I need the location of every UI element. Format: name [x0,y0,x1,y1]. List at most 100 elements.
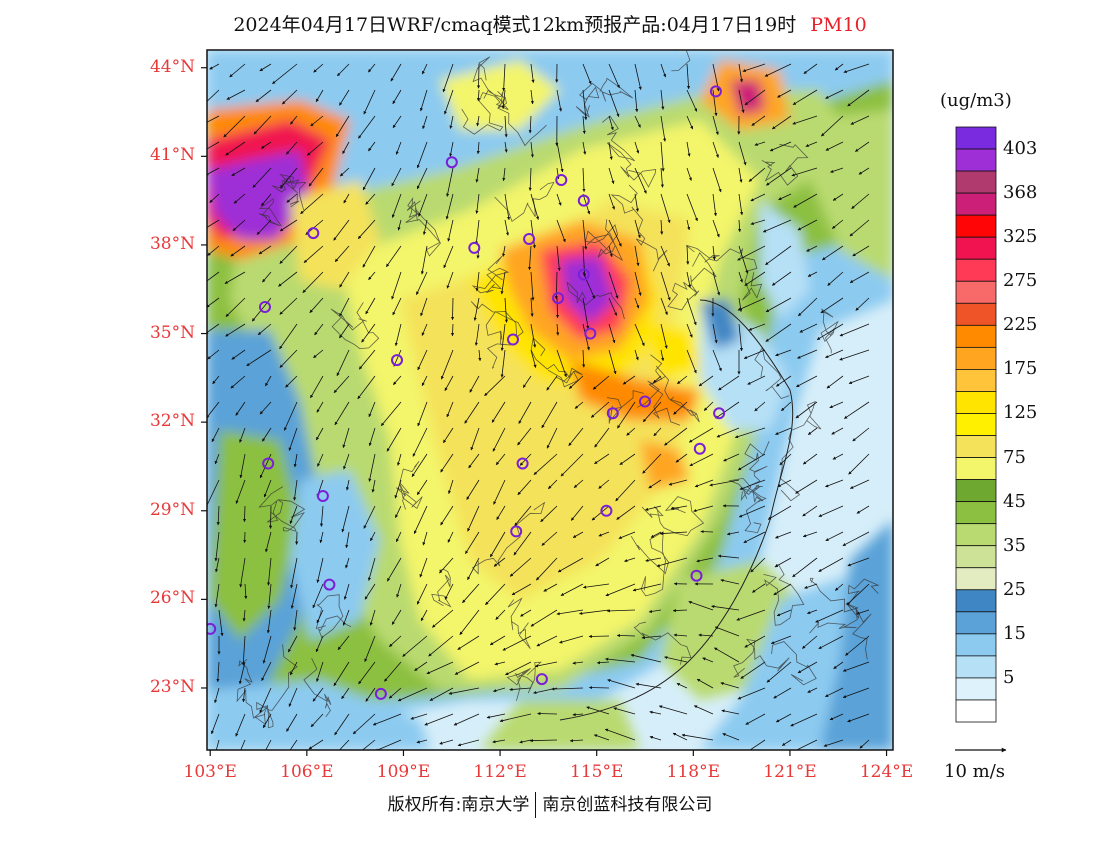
wind-arrow [389,635,402,647]
wind-arrow [235,479,246,504]
wind-arrow [797,349,818,359]
wind-arrow [825,141,844,151]
colorbar-swatch [955,236,997,260]
wind-arrow [470,427,480,451]
station-marker [555,174,568,186]
wind-arrow [778,193,792,201]
station-marker [584,327,597,340]
wind-arrow [341,687,350,700]
lat-label: 35°N [149,322,195,343]
wind-arrow [574,401,584,409]
colorbar-swatch [955,126,997,150]
wind-arrow [842,531,870,547]
wind-arrow [702,657,714,663]
wind-arrow [365,687,376,702]
wind-arrow [634,89,639,113]
wind-arrow [309,297,324,313]
wind-arrow [424,713,454,726]
wind-arrow [776,609,792,617]
wind-arrow [570,505,584,521]
colorbar-unit: (ug/m3) [940,90,1012,111]
wind-arrow [798,297,818,317]
wind-arrow [446,167,454,197]
wind-arrow [598,531,610,537]
wind-arrow [440,349,454,380]
wind-arrow [530,141,534,158]
wind-arrow [410,713,428,720]
wind-arrow [686,193,698,222]
wind-arrow [541,401,558,429]
wind-arrow [712,219,720,238]
wind-arrow [849,219,870,237]
station-marker [552,292,565,305]
wind-arrow [660,89,665,110]
coastline [559,299,794,721]
wind-arrow [368,427,376,447]
wind-arrow [288,687,298,707]
wind-arrow [337,635,350,651]
wind-arrow [357,219,376,239]
wind-arrow [207,89,220,102]
wind-arrow [556,167,560,180]
wind-arrow [446,401,454,418]
wind-arrow [372,713,402,726]
boundary-line [530,337,583,388]
wind-arrow [261,661,272,681]
wind-arrow [723,453,740,462]
wind-arrow [834,63,844,71]
wind-arrow [449,115,454,129]
colorbar-swatch [955,655,997,679]
wind-arrow [266,557,272,586]
wind-arrow [855,141,870,152]
wind-arrow [229,63,246,78]
wind-arrow [739,479,766,490]
colorbar-swatch [955,280,997,304]
wind-arrow [608,63,620,89]
boundary-line [472,56,504,102]
wind-arrow [256,219,272,235]
wind-arrow [588,685,610,690]
wind-arrow [791,739,818,750]
wind-arrow [386,557,402,582]
wind-arrow [681,733,714,741]
station-marker [323,578,336,591]
colorbar-swatch [955,699,997,723]
wind-arrow [855,297,870,311]
wind-arrow [494,661,506,666]
wind-arrow [738,245,749,274]
wind-arrow [388,687,402,699]
wind-arrow [592,375,610,390]
wind-arrow [541,531,558,546]
wind-arrow [749,739,766,750]
wind-arrow [658,705,688,715]
wind-arrow [738,271,743,283]
wind-arrow [290,115,298,125]
colorbar-label: 368 [1003,182,1038,204]
wind-arrow [394,323,402,347]
wind-arrow [259,63,272,72]
wind-arrow [696,678,714,689]
wind-arrow [673,401,688,415]
wind-arrow [342,141,350,154]
wind-arrow [369,609,376,626]
boundary-line [648,354,681,426]
wind-arrow [444,89,454,115]
wind-arrow [518,401,532,424]
wind-arrow [289,505,298,524]
wind-arrow [533,453,558,475]
boundary-line [584,219,624,262]
wind-arrow [595,557,610,567]
boundary-line [470,301,524,369]
lat-label: 44°N [149,56,195,77]
wind-arrow [677,375,688,385]
wind-arrow [365,193,376,205]
wind-arrow [765,297,792,313]
lon-label: 109°E [376,762,431,782]
wind-arrow [714,647,740,663]
wind-arrow [608,271,619,299]
wind-arrow [740,661,766,679]
wind-arrow [513,531,532,556]
wind-arrow [232,219,246,232]
wind-arrow [774,557,792,568]
